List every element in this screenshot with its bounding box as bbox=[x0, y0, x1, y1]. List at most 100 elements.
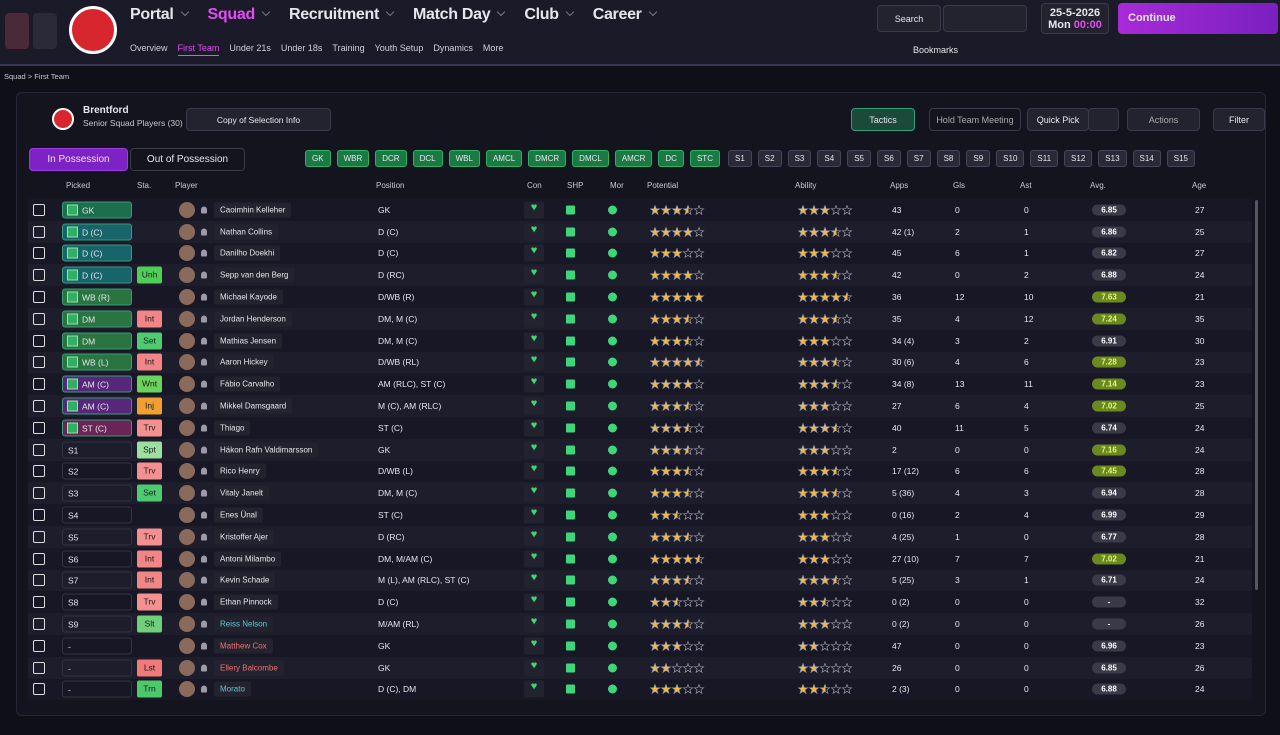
player-row[interactable]: S7 Int Kevin Schade M (L), AM (RLC), ST (C)… bbox=[28, 569, 1252, 592]
checkbox[interactable] bbox=[33, 203, 45, 216]
player-name[interactable]: Matthew Cox bbox=[214, 638, 273, 654]
checkbox[interactable] bbox=[33, 378, 45, 391]
picked-dropdown[interactable]: WB (L) bbox=[62, 353, 132, 371]
checkbox[interactable] bbox=[33, 639, 45, 652]
submenu-item[interactable]: First Team bbox=[177, 43, 220, 56]
selection-dropdown[interactable]: Copy of Selection Info bbox=[186, 108, 331, 131]
checkbox[interactable] bbox=[33, 334, 45, 347]
player-name[interactable]: Morato bbox=[214, 681, 251, 697]
scrollbar[interactable] bbox=[1255, 200, 1258, 590]
formation-chip[interactable]: DCL bbox=[412, 150, 443, 167]
column-header[interactable]: Gls bbox=[953, 181, 965, 190]
player-row[interactable]: ST (C) Trv Thiago ST (C) ♥ 40 11 5 6.74 24 bbox=[28, 417, 1252, 439]
continue-button[interactable]: Continue bbox=[1118, 3, 1278, 34]
sub-chip[interactable]: S8 bbox=[936, 150, 961, 167]
checkbox[interactable] bbox=[33, 247, 45, 260]
player-row[interactable]: D (C) Danilho Doekhi D (C) ♥ 45 6 1 6.82 27 bbox=[28, 242, 1252, 265]
picked-dropdown[interactable]: S8 bbox=[62, 593, 132, 611]
picked-dropdown[interactable]: S6 bbox=[62, 550, 132, 568]
picked-dropdown[interactable]: S9 bbox=[62, 615, 132, 633]
column-header[interactable]: Sta. bbox=[137, 181, 152, 190]
checkbox[interactable] bbox=[33, 487, 45, 500]
player-row[interactable]: D (C) Unh Sepp van den Berg D (RC) ♥ 42 0 2 6.88… bbox=[28, 264, 1252, 287]
action-button[interactable]: Filter bbox=[1213, 108, 1265, 131]
column-header[interactable]: SHP bbox=[567, 181, 584, 190]
player-name[interactable]: Mikkel Damsgaard bbox=[214, 398, 293, 414]
checkbox[interactable] bbox=[33, 596, 45, 609]
action-button[interactable]: Hold Team Meeting bbox=[929, 108, 1021, 131]
menu-item[interactable]: Club bbox=[524, 6, 572, 24]
player-row[interactable]: AM (C) Wnt Fábio Carvalho AM (RLC), ST (C) ♥… bbox=[28, 373, 1252, 396]
picked-dropdown[interactable]: S4 bbox=[62, 506, 132, 524]
sub-chip[interactable]: S6 bbox=[876, 150, 901, 167]
player-row[interactable]: S8 Trv Ethan Pinnock D (C) ♥ 0 (2) 0 0 - 32 bbox=[28, 591, 1252, 614]
picked-dropdown[interactable]: - bbox=[62, 680, 132, 698]
picked-dropdown[interactable]: - bbox=[62, 637, 132, 655]
checkbox[interactable] bbox=[33, 552, 45, 565]
tab[interactable]: Out of Possession bbox=[130, 148, 245, 171]
player-name[interactable]: Enes Ünal bbox=[214, 507, 263, 523]
player-row[interactable]: DM Int Jordan Henderson DM, M (C) ♥ 35 4 12 7.24… bbox=[28, 308, 1252, 330]
column-header[interactable]: Player bbox=[175, 181, 198, 190]
sub-chip[interactable]: S2 bbox=[757, 150, 782, 167]
formation-chip[interactable]: WBR bbox=[336, 150, 370, 167]
player-name[interactable]: Aaron Hickey bbox=[214, 354, 274, 370]
player-row[interactable]: S9 Slt Reiss Nelson M/AM (RL) ♥ 0 (2) 0 0 - 26 bbox=[28, 613, 1252, 635]
back-button[interactable] bbox=[5, 13, 29, 49]
formation-chip[interactable]: STC bbox=[689, 150, 720, 167]
checkbox[interactable] bbox=[33, 312, 45, 325]
sub-chip[interactable]: S14 bbox=[1132, 150, 1161, 167]
checkbox[interactable] bbox=[33, 356, 45, 369]
action-button[interactable]: Tactics bbox=[851, 108, 915, 131]
sub-chip[interactable]: S11 bbox=[1030, 150, 1059, 167]
sub-chip[interactable]: S13 bbox=[1098, 150, 1127, 167]
player-row[interactable]: S5 Trv Kristoffer Ajer D (RC) ♥ 4 (25) 1 0 6.77 2… bbox=[28, 526, 1252, 548]
checkbox[interactable] bbox=[33, 443, 45, 456]
submenu-item[interactable]: Under 18s bbox=[280, 43, 323, 53]
column-header[interactable]: Potential bbox=[647, 181, 679, 190]
picked-dropdown[interactable]: S7 bbox=[62, 571, 132, 589]
sub-chip[interactable]: S15 bbox=[1166, 150, 1195, 167]
player-name[interactable]: Mathias Jensen bbox=[214, 333, 283, 349]
player-name[interactable]: Caoimhin Kelleher bbox=[214, 202, 292, 218]
picked-dropdown[interactable]: S3 bbox=[62, 484, 132, 502]
player-name[interactable]: Vitaly Janelt bbox=[214, 485, 269, 501]
checkbox[interactable] bbox=[33, 530, 45, 543]
menu-item[interactable]: Squad bbox=[208, 6, 269, 24]
submenu-item[interactable]: Overview bbox=[130, 43, 168, 53]
player-name[interactable]: Danilho Doekhi bbox=[214, 245, 281, 261]
submenu-item[interactable]: Dynamics bbox=[433, 43, 473, 53]
menu-item[interactable]: Recruitment bbox=[289, 6, 393, 24]
checkbox[interactable] bbox=[33, 661, 45, 674]
player-name[interactable]: Ethan Pinnock bbox=[214, 594, 278, 610]
player-name[interactable]: Sepp van den Berg bbox=[214, 267, 295, 283]
player-row[interactable]: WB (L) Int Aaron Hickey D/WB (RL) ♥ 30 (6) 4 6 7… bbox=[28, 351, 1252, 374]
checkbox[interactable] bbox=[33, 574, 45, 587]
player-name[interactable]: Thiago bbox=[214, 420, 251, 436]
action-button[interactable]: Actions bbox=[1127, 108, 1200, 131]
picked-dropdown[interactable]: S5 bbox=[62, 528, 132, 546]
player-name[interactable]: Nathan Collins bbox=[214, 224, 279, 240]
column-header[interactable]: Picked bbox=[66, 181, 91, 190]
formation-chip[interactable]: DMCL bbox=[572, 150, 609, 167]
formation-chip[interactable]: AMCL bbox=[485, 150, 523, 167]
picked-dropdown[interactable]: DM bbox=[62, 310, 132, 328]
picked-dropdown[interactable]: DM bbox=[62, 332, 132, 350]
checkbox[interactable] bbox=[33, 400, 45, 413]
checkbox[interactable] bbox=[33, 269, 45, 282]
checkbox[interactable] bbox=[33, 421, 45, 434]
submenu-item[interactable]: Training bbox=[332, 43, 365, 53]
picked-dropdown[interactable]: AM (C) bbox=[62, 375, 132, 393]
player-name[interactable]: Reiss Nelson bbox=[214, 616, 274, 632]
player-row[interactable]: S6 Int Antoni Milambo DM, M/AM (C) ♥ 27 (10) 7… bbox=[28, 547, 1252, 570]
toolbar-icons[interactable] bbox=[943, 5, 1027, 32]
bookmarks[interactable]: Bookmarks bbox=[913, 45, 959, 55]
sub-chip[interactable]: S5 bbox=[847, 150, 871, 167]
player-name[interactable]: Hákon Rafn Valdimarsson bbox=[214, 442, 319, 458]
crumb[interactable]: Squad bbox=[4, 72, 26, 81]
action-button[interactable]: Quick Pick bbox=[1027, 108, 1089, 131]
column-header[interactable]: Age bbox=[1192, 181, 1207, 190]
player-row[interactable]: - Matthew Cox GK ♥ 47 0 0 6.96 23 bbox=[28, 635, 1252, 657]
sub-chip[interactable]: S10 bbox=[996, 150, 1025, 167]
forward-button[interactable] bbox=[33, 13, 57, 49]
